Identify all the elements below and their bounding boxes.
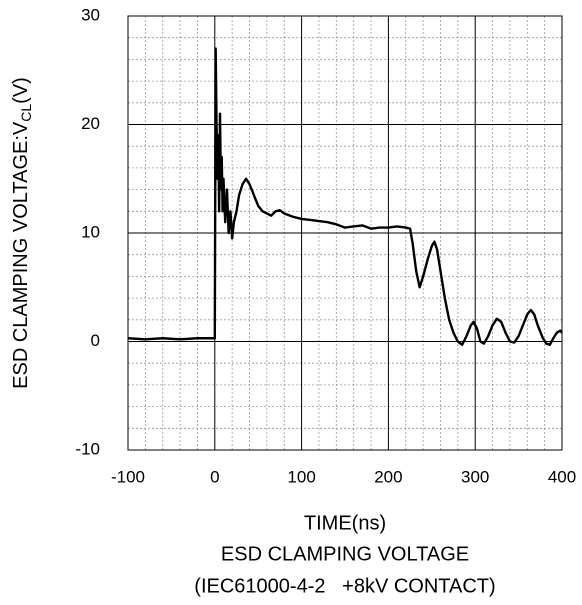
x-axis-label: TIME(ns) xyxy=(304,512,386,534)
y-label-part: ESD CLAMPING VOLTAGE:V xyxy=(10,121,32,389)
x-tick-label: -100 xyxy=(111,467,145,486)
x-tick-label: 200 xyxy=(374,467,402,486)
y-tick-label: 30 xyxy=(81,5,100,24)
x-tick-label: 400 xyxy=(548,467,576,486)
y-tick-label: 0 xyxy=(91,331,100,350)
x-tick-label: 300 xyxy=(461,467,489,486)
voltage-line xyxy=(127,47,563,346)
y-tick-label: 20 xyxy=(81,114,100,133)
x-tick-label: 0 xyxy=(210,467,219,486)
x-tick-label: 100 xyxy=(287,467,315,486)
y-tick-label: 10 xyxy=(81,222,100,241)
plot-frame xyxy=(127,15,563,451)
chart-title: ESD CLAMPING VOLTAGE xyxy=(221,543,469,565)
chart-title: (IEC61000-4-2 +8kV CONTACT) xyxy=(194,575,495,597)
y-label-part: (V) xyxy=(10,77,32,104)
y-axis-label: ESD CLAMPING VOLTAGE:VCL(V) xyxy=(10,77,33,389)
y-tick-label: -10 xyxy=(75,439,100,458)
y-label-sub: CL xyxy=(18,104,34,122)
